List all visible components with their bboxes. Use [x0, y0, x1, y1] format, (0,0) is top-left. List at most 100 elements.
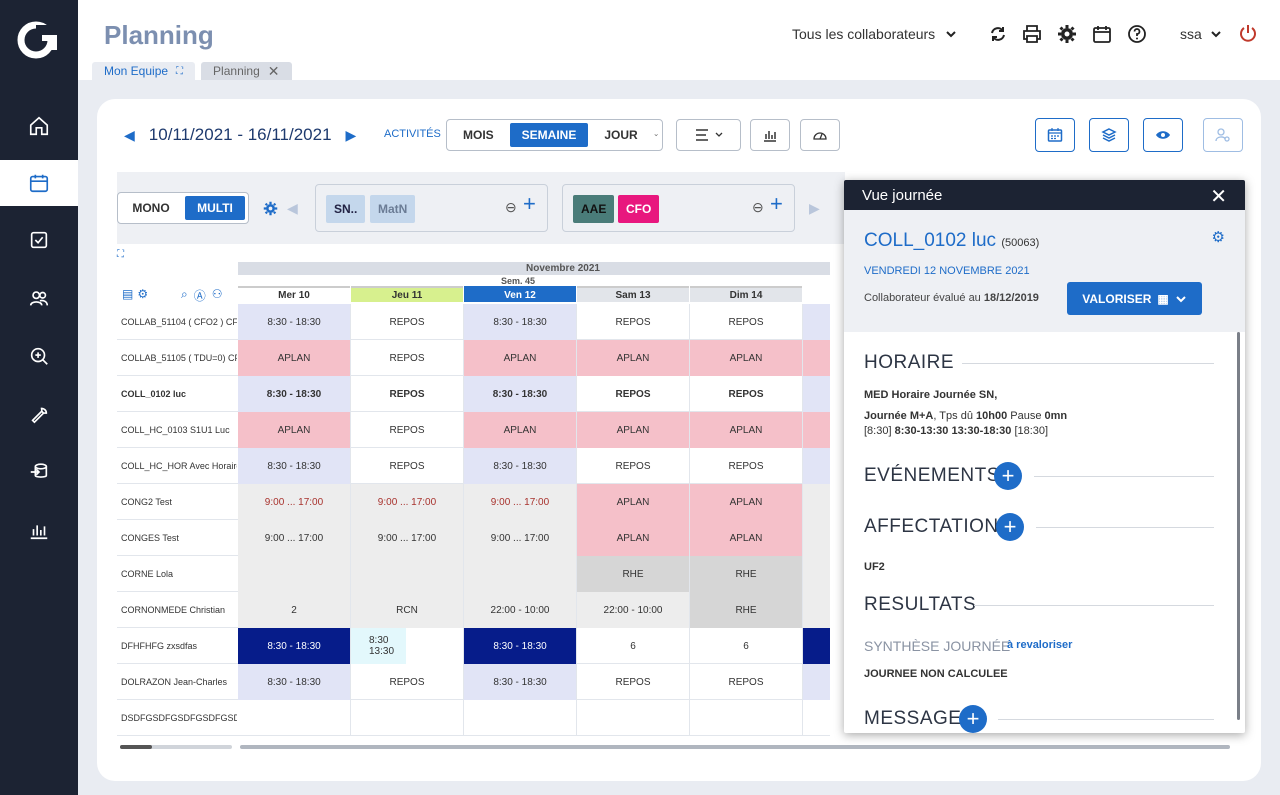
planning-cell[interactable]: 9:00 ... 17:00 [238, 520, 351, 556]
day-header[interactable]: Dim 14 [690, 286, 802, 302]
planning-cell[interactable] [238, 700, 351, 736]
planning-cell[interactable]: APLAN [690, 484, 803, 520]
planning-cell[interactable] [238, 556, 351, 592]
planning-cell[interactable]: 6 [690, 628, 803, 664]
planning-cell[interactable] [803, 664, 830, 700]
filter-prev-icon[interactable]: ◀ [287, 200, 298, 216]
planning-cell[interactable]: 8:30 13:30 [351, 628, 464, 664]
collaborator-name[interactable]: CORNONMEDE Christian [121, 605, 226, 615]
planning-cell[interactable] [464, 556, 577, 592]
planning-cell[interactable] [803, 484, 830, 520]
planning-cell[interactable]: 22:00 - 10:00 [464, 592, 577, 628]
add-affectation-button[interactable]: + [996, 513, 1024, 541]
collaborator-name[interactable]: CONG2 Test [121, 497, 172, 507]
print-button[interactable] [1022, 24, 1042, 44]
tab-planning[interactable]: Planning ✕ [201, 62, 292, 80]
help-button[interactable] [1127, 24, 1147, 44]
day-header[interactable]: Sam 13 [577, 286, 689, 302]
planning-cell[interactable]: RHE [690, 556, 803, 592]
sort-menu-button[interactable] [676, 119, 741, 151]
nav-transfer[interactable] [0, 450, 78, 494]
planning-cell[interactable]: APLAN [238, 412, 351, 448]
planning-cell[interactable]: APLAN [690, 340, 803, 376]
gear-icon[interactable]: ⚙ [1211, 229, 1225, 246]
planning-cell[interactable] [803, 592, 830, 628]
planning-cell[interactable]: APLAN [577, 412, 690, 448]
logout-button[interactable] [1238, 23, 1258, 48]
planning-cell[interactable]: 6 [577, 628, 690, 664]
planning-cell[interactable] [803, 520, 830, 556]
nav-home[interactable] [0, 104, 78, 148]
close-icon[interactable]: ✕ [267, 62, 280, 79]
planning-cell[interactable] [803, 376, 830, 412]
planning-cell[interactable]: APLAN [690, 412, 803, 448]
next-week-icon[interactable]: ▶ [345, 126, 357, 143]
planning-cell[interactable]: RCN [351, 592, 464, 628]
filter-next-icon[interactable]: ▶ [809, 200, 820, 216]
planning-cell[interactable]: 9:00 ... 17:00 [464, 484, 577, 520]
planning-cell[interactable]: APLAN [238, 340, 351, 376]
collaborator-name[interactable]: DSDFGSDFGSDFGSDFGSDFG [121, 713, 237, 723]
planning-cell[interactable]: 8:30 - 18:30 [238, 664, 351, 700]
view-semaine-button[interactable]: SEMAINE [509, 123, 589, 147]
planning-cell[interactable]: 8:30 - 18:30 [464, 448, 577, 484]
nav-team[interactable] [0, 276, 78, 320]
planning-cell[interactable] [803, 556, 830, 592]
collaborator-name[interactable]: COLLAB_51104 ( CFO2 ) CFO2 [121, 317, 237, 327]
planning-cell[interactable]: 9:00 ... 17:00 [351, 520, 464, 556]
expand-icon[interactable]: ⛶ [117, 249, 124, 260]
planning-cell[interactable] [464, 700, 577, 736]
planning-cell[interactable] [803, 448, 830, 484]
collaborator-name[interactable]: COLL_HC_HOR Avec Horaire [121, 461, 237, 471]
list-icon[interactable]: ▤ [122, 287, 134, 301]
mono-button[interactable]: MONO [132, 201, 170, 215]
planning-cell[interactable] [577, 700, 690, 736]
planning-cell[interactable] [690, 700, 803, 736]
add-message-button[interactable]: + [959, 705, 987, 733]
planning-cell[interactable] [803, 628, 830, 664]
planning-cell[interactable]: 8:30 - 18:30 [464, 628, 577, 664]
planning-cell[interactable]: 8:30 - 18:30 [238, 628, 351, 664]
prev-week-icon[interactable]: ◀ [124, 126, 135, 143]
planning-cell[interactable]: REPOS [690, 664, 803, 700]
planning-cell[interactable]: 8:30 - 18:30 [238, 304, 351, 340]
planning-cell[interactable]: 22:00 - 10:00 [577, 592, 690, 628]
add-evenement-button[interactable]: + [994, 462, 1022, 490]
view-jour-button[interactable]: JOUR [604, 128, 638, 142]
visibility-button[interactable] [1143, 118, 1183, 152]
collab-name[interactable]: COLL_0102 luc (50063) [864, 230, 1039, 252]
planning-cell[interactable]: APLAN [577, 340, 690, 376]
planning-cell[interactable] [803, 412, 830, 448]
day-header[interactable]: Mer 10 [238, 286, 350, 302]
day-header[interactable]: Jeu 11 [351, 286, 463, 302]
planning-cell[interactable]: 8:30 - 18:30 [464, 304, 577, 340]
planning-cell[interactable]: 8:30 - 18:30 [464, 376, 577, 412]
planning-cell[interactable]: REPOS [351, 412, 464, 448]
planning-cell[interactable]: 8:30 - 18:30 [238, 376, 351, 412]
settings-button[interactable] [1057, 24, 1077, 44]
filter-chip-cfo[interactable]: CFO [618, 195, 660, 223]
planning-cell[interactable]: APLAN [464, 340, 577, 376]
planning-cell[interactable]: APLAN [577, 520, 690, 556]
planning-cell[interactable]: APLAN [690, 520, 803, 556]
collaborator-name[interactable]: COLLAB_51105 ( TDU=0) CFC [121, 353, 237, 363]
planning-cell[interactable]: 8:30 - 18:30 [464, 664, 577, 700]
filter-chip-aae[interactable]: AAE [573, 195, 615, 223]
planning-cell[interactable]: REPOS [690, 376, 803, 412]
planning-cell[interactable] [803, 700, 830, 736]
nav-planning[interactable] [0, 160, 78, 206]
add-user-icon[interactable]: ⚇ [211, 287, 223, 301]
calendar-button[interactable] [1092, 24, 1112, 44]
planning-cell[interactable]: APLAN [464, 412, 577, 448]
close-icon[interactable]: ✕ [1210, 186, 1227, 208]
nav-tools[interactable] [0, 392, 78, 436]
planning-cell[interactable]: REPOS [690, 448, 803, 484]
planning-cell[interactable]: 2 [238, 592, 351, 628]
nav-tasks[interactable] [0, 218, 78, 262]
layers-button[interactable] [1089, 118, 1129, 152]
planning-cell[interactable]: REPOS [690, 304, 803, 340]
collaborator-name[interactable]: DFHFHFG zxsdfas [121, 641, 198, 651]
gauge-button[interactable] [800, 119, 840, 151]
planning-cell[interactable]: REPOS [351, 448, 464, 484]
planning-cell[interactable] [803, 340, 830, 376]
